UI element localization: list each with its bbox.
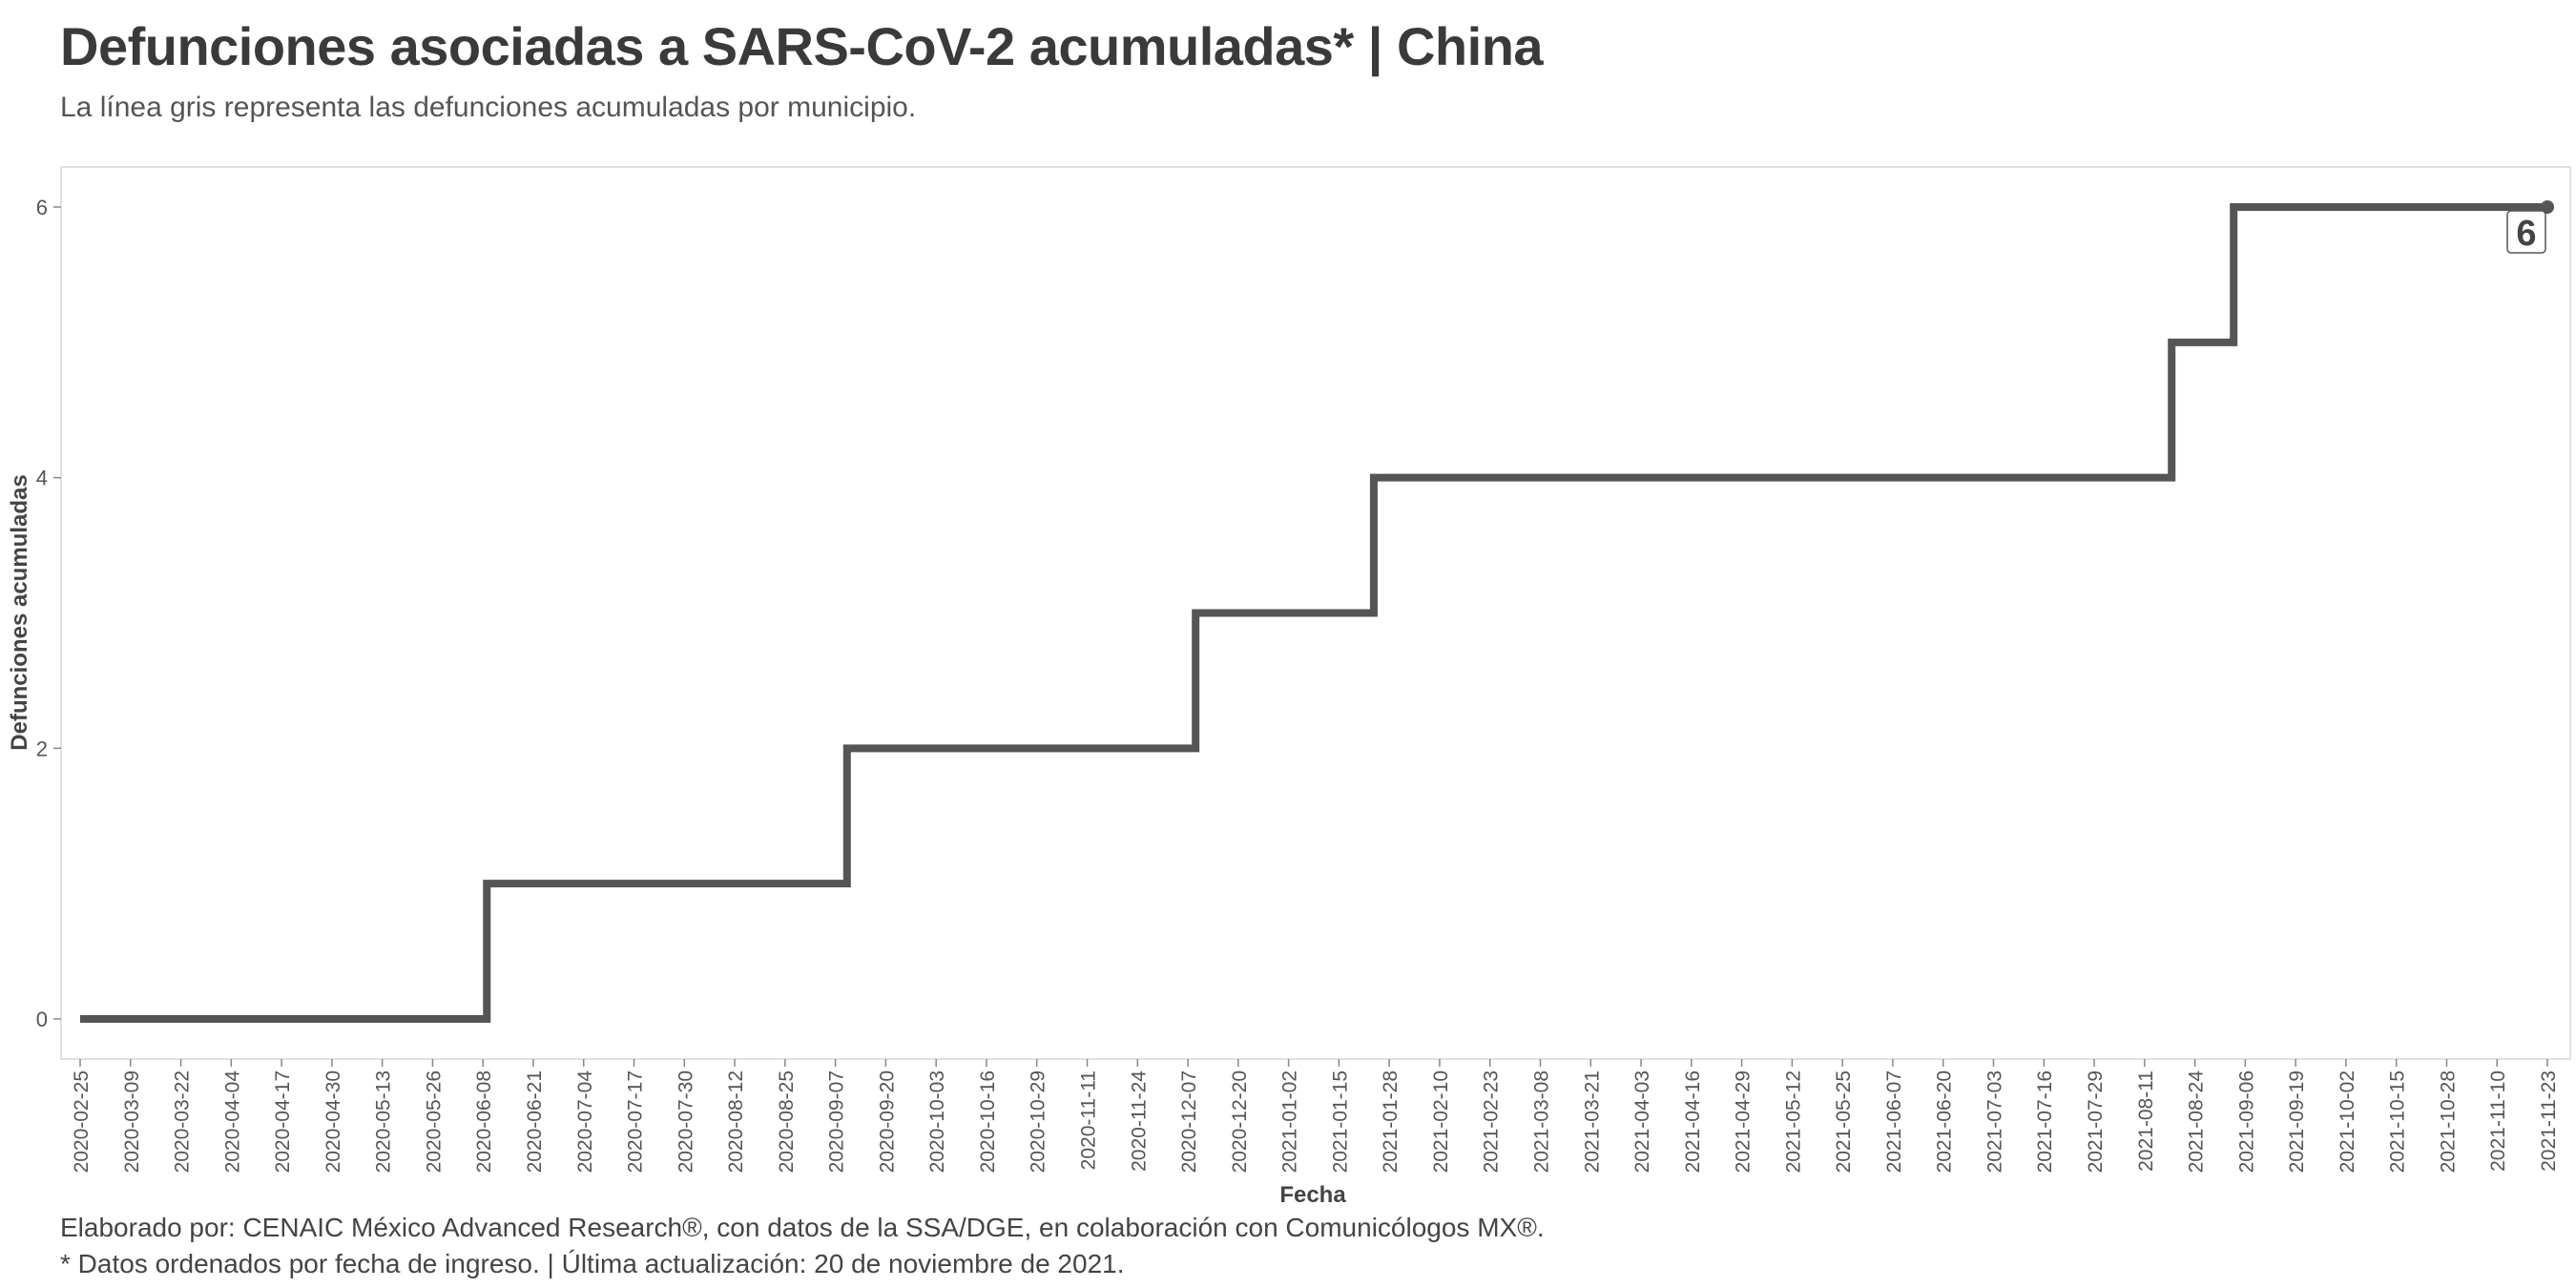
series-line xyxy=(80,203,2547,1023)
end-label: 6 xyxy=(2516,214,2536,254)
x-tick-label: 2020-12-20 xyxy=(1229,1070,1251,1173)
x-tick-label: 2020-05-26 xyxy=(423,1070,445,1173)
x-tick-label: 2020-04-04 xyxy=(221,1070,243,1174)
x-tick-label: 2020-10-03 xyxy=(926,1070,948,1173)
x-tick-label: 2020-05-13 xyxy=(373,1070,395,1173)
x-tick-label: 2021-10-15 xyxy=(2387,1070,2409,1173)
x-tick-label: 2021-04-16 xyxy=(1682,1070,1704,1173)
caption-note: * Datos ordenados por fecha de ingreso. … xyxy=(60,1249,1125,1278)
x-tick-label: 2020-11-24 xyxy=(1128,1070,1150,1172)
x-tick-label: 2020-03-09 xyxy=(121,1070,143,1173)
x-tick-label: 2021-09-19 xyxy=(2286,1070,2308,1173)
x-tick-label: 2021-01-28 xyxy=(1380,1070,1402,1173)
chart-title: Defunciones asociadas a SARS-CoV-2 acumu… xyxy=(60,16,1544,76)
x-tick-label: 2021-06-20 xyxy=(1934,1070,1956,1173)
y-tick-label: 6 xyxy=(36,196,48,219)
caption: Elaborado por: CENAIC México Advanced Re… xyxy=(60,1210,1545,1282)
x-tick-label: 2020-07-30 xyxy=(675,1070,696,1173)
x-tick-label: 2021-04-03 xyxy=(1631,1070,1653,1173)
x-tick-label: 2020-02-25 xyxy=(71,1070,93,1173)
x-tick-label: 2021-03-08 xyxy=(1530,1070,1552,1173)
x-tick-label: 2021-07-16 xyxy=(2034,1070,2056,1173)
x-tick-label: 2020-04-17 xyxy=(272,1070,294,1173)
x-tick-label: 2020-04-30 xyxy=(322,1070,344,1173)
x-tick-label: 2021-08-11 xyxy=(2135,1070,2157,1172)
x-tick-label: 2021-05-25 xyxy=(1833,1070,1855,1173)
x-tick-label: 2020-03-22 xyxy=(172,1070,194,1173)
x-axis: 2020-02-25 2020-03-09 2020-03-22 2020-04-04… xyxy=(71,1059,2560,1173)
y-tick-label: 0 xyxy=(36,1008,48,1031)
x-tick-label: 2021-01-02 xyxy=(1279,1070,1301,1173)
x-tick-label: 2020-10-29 xyxy=(1028,1070,1049,1173)
y-axis: 0 2 4 6 xyxy=(36,196,61,1031)
x-tick-label: 2020-09-07 xyxy=(826,1070,848,1173)
x-tick-label: 2021-11-23 xyxy=(2538,1070,2560,1172)
x-axis-title: Fecha xyxy=(1279,1182,1346,1208)
x-tick-label: 2021-07-29 xyxy=(2085,1070,2107,1173)
x-tick-label: 2021-09-06 xyxy=(2235,1070,2257,1173)
x-tick-label: 2021-05-12 xyxy=(1782,1070,1804,1173)
x-tick-label: 2020-07-04 xyxy=(574,1070,596,1174)
chart-subtitle: La línea gris representa las defunciones… xyxy=(60,92,917,123)
end-label-box xyxy=(2506,210,2546,254)
x-tick-label: 2021-04-29 xyxy=(1733,1070,1755,1173)
y-tick-label: 2 xyxy=(36,737,48,760)
x-tick-label: 2021-02-10 xyxy=(1430,1070,1452,1173)
x-tick-label: 2021-08-24 xyxy=(2186,1070,2208,1174)
end-point xyxy=(2541,200,2554,214)
x-tick-label: 2021-06-07 xyxy=(1883,1070,1905,1173)
x-tick-label: 2020-06-21 xyxy=(524,1070,546,1173)
x-tick-label: 2020-11-11 xyxy=(1078,1070,1100,1170)
x-tick-label: 2020-08-12 xyxy=(725,1070,747,1173)
series-layer: 6 xyxy=(80,200,2554,1023)
x-tick-label: 2021-07-03 xyxy=(1984,1070,2005,1173)
x-tick-label: 2021-10-02 xyxy=(2337,1070,2358,1173)
x-tick-label: 2020-09-20 xyxy=(876,1070,898,1173)
x-tick-label: 2020-10-16 xyxy=(977,1070,999,1173)
x-tick-label: 2021-10-28 xyxy=(2437,1070,2459,1173)
y-axis-title: Defunciones acumuladas xyxy=(7,474,32,750)
x-tick-label: 2021-11-10 xyxy=(2487,1070,2509,1172)
x-tick-label: 2021-03-21 xyxy=(1581,1070,1603,1173)
caption-source: Elaborado por: CENAIC México Advanced Re… xyxy=(60,1213,1545,1242)
y-tick-label: 4 xyxy=(36,467,48,490)
x-tick-label: 2020-07-17 xyxy=(625,1070,647,1173)
x-tick-label: 2020-08-25 xyxy=(776,1070,798,1173)
x-tick-label: 2021-01-15 xyxy=(1329,1070,1351,1173)
x-tick-label: 2020-06-08 xyxy=(473,1070,495,1173)
x-tick-label: 2020-12-07 xyxy=(1178,1070,1200,1173)
x-tick-label: 2021-02-23 xyxy=(1481,1070,1503,1173)
